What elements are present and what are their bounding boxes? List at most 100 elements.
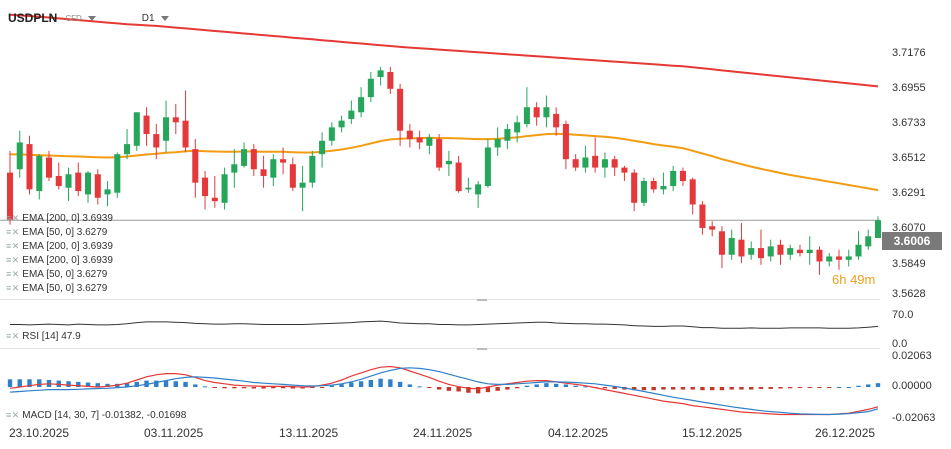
candle-body — [36, 155, 43, 192]
candle-body — [787, 248, 794, 255]
macd-histogram-bar — [768, 387, 773, 389]
candle-body — [592, 155, 599, 168]
candle-body — [153, 134, 160, 148]
candle-body — [582, 157, 589, 168]
macd-histogram-bar — [427, 387, 432, 388]
macd-histogram-bar — [856, 385, 861, 387]
macd-histogram-bar — [173, 381, 178, 387]
macd-histogram-bar — [758, 387, 764, 389]
rsi-tick: 0.0 — [892, 338, 908, 350]
candle-body — [855, 244, 862, 257]
candle-body — [65, 174, 72, 188]
candle-body — [757, 248, 764, 259]
macd-histogram-bar — [397, 381, 403, 387]
indicator-row[interactable]: ≡ ✕ EMA [200, 0] 3.6939 — [6, 255, 113, 266]
indicator-settings-icon[interactable]: ≡ ✕ — [6, 331, 19, 341]
macd-histogram-bar — [349, 382, 354, 387]
candle-body — [504, 129, 511, 141]
candle-body — [280, 159, 287, 163]
candle-body — [835, 256, 843, 260]
macd-histogram-bar — [446, 387, 452, 391]
macd-histogram-bar — [300, 387, 305, 389]
indicator-row[interactable]: ≡ ✕ RSI [14] 47.9 — [6, 331, 81, 342]
macd-histogram-bar — [505, 387, 510, 390]
indicator-settings-icon[interactable]: ≡ ✕ — [6, 283, 19, 293]
indicator-row[interactable]: ≡ ✕ EMA [200, 0] 3.6939 — [6, 241, 113, 252]
ema50-line — [9, 132, 879, 192]
indicator-settings-icon[interactable]: ≡ ✕ — [6, 213, 19, 223]
macd-histogram-bar — [729, 387, 734, 390]
macd-line — [9, 365, 879, 416]
macd-histogram-bar — [553, 383, 559, 387]
pane-divider — [0, 299, 880, 300]
candle-body — [192, 149, 199, 183]
macd-histogram-bar — [690, 387, 695, 390]
macd-histogram-bar — [631, 387, 637, 391]
date-label: 26.12.2025 — [815, 426, 876, 440]
pane-resize-handle[interactable] — [477, 348, 487, 350]
candle-body — [562, 124, 569, 160]
rsi-line — [10, 320, 879, 329]
indicator-settings-icon[interactable]: ≡ ✕ — [6, 269, 19, 279]
macd-histogram-bar — [358, 381, 364, 387]
indicator-row[interactable]: ≡ ✕ MACD [14, 30, 7] -0.01382, -0.01698 — [6, 410, 186, 421]
indicator-label: EMA [50, 0] 3.6279 — [22, 227, 108, 238]
indicator-row[interactable]: ≡ ✕ EMA [50, 0] 3.6279 — [6, 269, 107, 280]
macd-histogram-bar — [388, 379, 393, 387]
candle-body — [299, 182, 306, 188]
candle-body — [650, 181, 657, 190]
symbol-dropdown-icon[interactable] — [87, 15, 96, 21]
macd-histogram-bar — [827, 387, 832, 388]
candle-body — [387, 72, 394, 89]
candle-body — [484, 147, 491, 187]
macd-histogram-bar — [710, 387, 715, 391]
candle-body — [445, 160, 452, 165]
date-label: 03.11.2025 — [144, 426, 204, 440]
macd-histogram-bar — [183, 381, 188, 387]
macd-histogram-bar — [222, 387, 227, 389]
pane-resize-handle[interactable] — [477, 299, 487, 301]
macd-histogram-bar — [339, 384, 344, 387]
macd-histogram-bar — [651, 387, 656, 391]
candle-body — [748, 248, 755, 255]
indicator-row[interactable]: ≡ ✕ EMA [200, 0] 3.6939 — [6, 213, 113, 224]
indicator-settings-icon[interactable]: ≡ ✕ — [6, 410, 19, 420]
indicator-label: EMA [50, 0] 3.6279 — [22, 283, 108, 294]
macd-histogram-bar — [76, 381, 81, 387]
candle-body — [309, 155, 316, 183]
indicator-settings-icon[interactable]: ≡ ✕ — [6, 255, 19, 265]
timeframe-label[interactable]: D1 — [141, 12, 155, 24]
candle-body — [494, 139, 501, 148]
date-label: 13.11.2025 — [279, 426, 339, 440]
symbol-name[interactable]: USDPLN — [8, 11, 58, 25]
candle-body — [845, 256, 852, 260]
macd-histogram-bar — [95, 383, 100, 387]
timeframe-dropdown-icon[interactable] — [160, 15, 169, 21]
macd-histogram-bar — [807, 387, 812, 388]
candle-body — [289, 164, 296, 188]
candle-body — [202, 177, 209, 197]
indicator-label: RSI [14] 47.9 — [22, 331, 81, 342]
candle-body — [348, 110, 355, 119]
macd-histogram-bar — [749, 387, 754, 390]
macd-histogram-bar — [817, 387, 822, 388]
date-label: 15.12.2025 — [682, 426, 743, 440]
candle-body — [406, 130, 413, 140]
candle-body — [416, 137, 423, 143]
indicator-settings-icon[interactable]: ≡ ✕ — [6, 241, 19, 251]
price-tick: 3.6070 — [892, 222, 926, 234]
candle-body — [270, 159, 277, 178]
macd-histogram-bar — [368, 379, 374, 387]
symbol-badge: CFD — [65, 13, 82, 23]
indicator-row[interactable]: ≡ ✕ EMA [50, 0] 3.6279 — [6, 283, 107, 294]
macd-histogram-bar — [456, 387, 461, 392]
candle-body — [709, 226, 716, 230]
macd-histogram-bar — [261, 387, 266, 389]
candle-body — [319, 140, 326, 155]
macd-histogram-bar — [719, 387, 725, 391]
macd-histogram-bar — [700, 387, 705, 391]
indicator-row[interactable]: ≡ ✕ EMA [50, 0] 3.6279 — [6, 227, 107, 238]
indicator-settings-icon[interactable]: ≡ ✕ — [6, 227, 19, 237]
candle-body — [104, 189, 111, 195]
